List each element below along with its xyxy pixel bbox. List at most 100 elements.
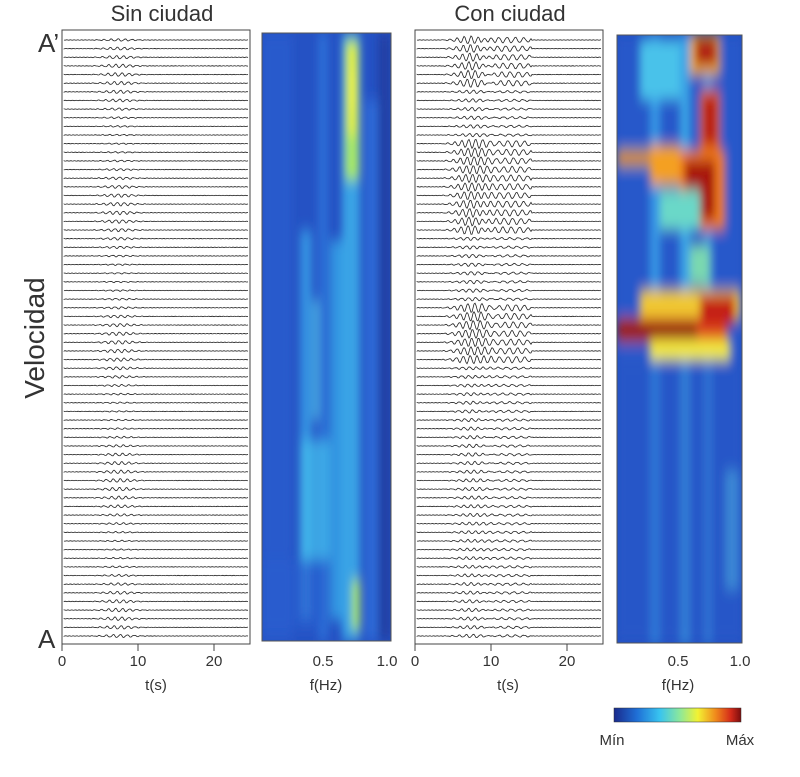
seismogram-trace: [63, 272, 249, 275]
seismogram-trace: [416, 69, 602, 79]
seismogram-trace: [416, 98, 602, 103]
time-tick-0-right: 0: [411, 653, 419, 670]
station-label-top: A’: [38, 28, 59, 58]
seismogram-trace: [416, 319, 602, 331]
seismogram-trace: [63, 634, 249, 638]
seismogram-trace: [416, 106, 602, 112]
seismogram-trace: [63, 168, 248, 172]
seismogram-trace: [416, 547, 602, 552]
seismogram-trace: [416, 208, 602, 218]
seismogram-trace: [416, 607, 602, 613]
time-tick-0-left: 0: [58, 653, 66, 670]
seismogram-trace: [63, 340, 249, 345]
seismogram-trace: [63, 599, 249, 604]
seismogram-trace: [416, 469, 602, 474]
seismogram-trace: [416, 254, 602, 259]
seismogram-trace: [63, 280, 249, 284]
spectrogram-frame-left: [261, 32, 392, 642]
seismogram-trace: [416, 633, 602, 639]
freq-axis-right: 0.5 1.0 f(Hz): [662, 653, 751, 694]
seismogram-trace: [63, 331, 249, 336]
seismogram-trace: [416, 328, 602, 339]
seismogram-trace: [416, 173, 602, 184]
seismogram-trace: [63, 98, 249, 103]
colorbar-min-label: Mín: [599, 732, 624, 749]
seismogram-trace: [416, 504, 602, 509]
seismogram-trace: [416, 302, 602, 313]
seismogram-trace: [63, 323, 249, 328]
freq-axis-left: 0.5 1.0 f(Hz): [310, 653, 398, 694]
seismogram-trace: [416, 538, 602, 543]
seismogram-trace: [63, 616, 249, 621]
seismogram-trace: [416, 35, 602, 44]
seismogram-trace: [416, 354, 602, 365]
time-axis-right: 0 10 20 t(s): [411, 643, 603, 694]
seismogram-trace: [416, 89, 602, 94]
seismogram-trace: [63, 410, 249, 413]
y-axis-label: Velocidad: [19, 277, 50, 398]
seismogram-trace: [416, 138, 602, 150]
seismogram-trace: [416, 245, 602, 250]
seismogram-trace: [416, 434, 602, 440]
seismogram-trace: [416, 44, 602, 53]
seismogram-trace: [63, 582, 249, 586]
seismogram-trace: [63, 348, 249, 354]
seismogram-trace: [416, 573, 602, 578]
seismogram-trace: [416, 156, 602, 166]
seismogram-trace: [63, 314, 249, 319]
seismogram-trace: [63, 401, 249, 404]
seismogram-trace: [63, 133, 249, 137]
seismogram-trace: [63, 263, 249, 266]
seismogram-trace: [63, 228, 249, 233]
seismogram-trace: [63, 193, 249, 198]
seismogram-trace: [416, 165, 601, 175]
seismogram-trace: [416, 581, 602, 586]
seismogram-trace: [63, 237, 249, 241]
seismogram-frame-left: [61, 29, 251, 645]
seismogram-trace: [416, 564, 602, 569]
seismogram-trace: [416, 288, 602, 293]
seismogram-trace: [63, 246, 249, 250]
seismogram-trace: [63, 557, 249, 560]
seismogram-trace: [63, 176, 249, 181]
time-tick-10-right: 10: [483, 653, 500, 670]
time-tick-20-left: 20: [206, 653, 223, 670]
seismogram-trace: [416, 199, 602, 209]
seismogram-frame-right: [414, 29, 604, 645]
seismogram-trace: [416, 132, 602, 138]
seismogram-trace: [63, 210, 249, 216]
seismogram-trace: [63, 548, 249, 551]
seismogram-trace: [416, 216, 602, 227]
seismogram-trace: [416, 124, 602, 129]
seismogram-trace: [63, 116, 249, 120]
seismogram-trace: [416, 512, 602, 518]
seismogram-trace: [416, 417, 602, 423]
seismogram-trace: [416, 115, 602, 120]
seismogram-trace: [63, 81, 249, 86]
freq-axis-label-left: f(Hz): [310, 677, 343, 694]
seismogram-trace: [416, 443, 602, 448]
seismogram-trace: [416, 616, 602, 621]
seismogram-trace: [416, 236, 602, 241]
seismogram-trace: [416, 60, 602, 71]
seismogram-trace: [416, 310, 602, 322]
seismogram-trace: [63, 565, 249, 569]
seismogram-trace: [416, 478, 602, 483]
seismogram-trace: [416, 297, 602, 302]
seismogram-trace: [416, 262, 602, 267]
seismogram-trace: [63, 427, 249, 430]
seismogram-trace: [416, 625, 602, 630]
colorbar-max-label: Máx: [726, 732, 755, 749]
seismogram-trace: [63, 254, 249, 258]
seismogram-trace: [63, 530, 249, 534]
seismogram-trace: [416, 337, 602, 348]
seismogram-trace: [63, 539, 249, 542]
seismogram-trace: [63, 63, 249, 69]
seismogram-trace: [63, 125, 249, 128]
seismogram-trace: [416, 366, 602, 371]
seismogram-trace: [63, 573, 249, 577]
seismogram-trace: [416, 521, 602, 526]
time-axis-label-right: t(s): [497, 677, 519, 694]
seismogram-trace: [416, 452, 602, 457]
time-tick-20-right: 20: [559, 653, 576, 670]
